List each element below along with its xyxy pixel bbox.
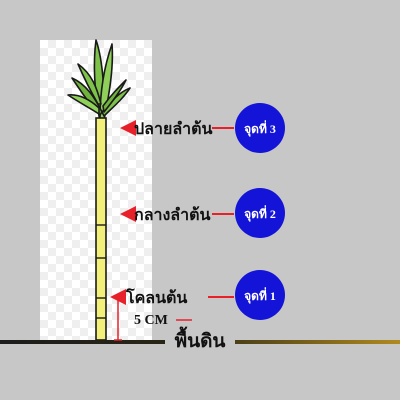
label-base: โคลนต้น [110,287,234,307]
label-middle-text: กลางลำต้น [134,206,210,224]
label-top-text: ปลายลำต้น [134,120,213,138]
label-base-text: โคลนต้น [125,287,187,307]
measure-label: 5 CM [134,313,168,328]
point-3: จุดที่ 3 [235,103,285,153]
ground-label-bg [165,331,235,351]
point-label: จุดที่ 1 [244,287,276,304]
label-top: ปลายลำต้น [120,120,234,138]
point-2: จุดที่ 2 [235,188,285,238]
point-label: จุดที่ 2 [244,205,276,222]
point-circle [235,103,285,153]
sugarcane-stalk [95,117,107,341]
ground-label: พื้นดิน [175,326,226,352]
sugarcane-leaves [67,39,131,123]
point-circle [235,188,285,238]
point-label: จุดที่ 3 [244,120,276,137]
point-circle [235,270,285,320]
label-middle: กลางลำต้น [120,206,234,224]
stalk-body [95,117,107,341]
point-1: จุดที่ 1 [235,270,285,320]
